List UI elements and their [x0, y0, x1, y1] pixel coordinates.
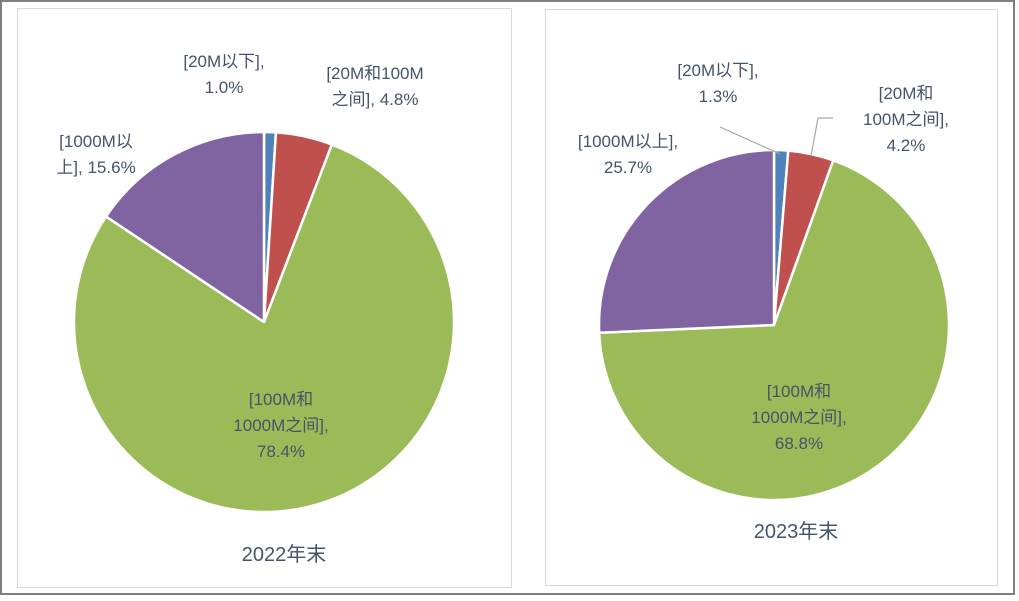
data-label-20m-to-100m: [20M和100M 之间], 4.8%: [326, 61, 423, 113]
data-label-under-20m: [20M以下], 1.3%: [677, 58, 758, 110]
chart-title-2023: 2023年末: [753, 521, 839, 543]
data-label-100m-to-1000m: [100M和 1000M之间], 68.8%: [751, 379, 846, 457]
pie-slice-100M和1000M之间: [72, 143, 456, 514]
chart-panel-2023: [20M以下], 1.3% [20M和 100M之间], 4.2% [1000M…: [545, 9, 998, 586]
label-line: [100M和: [248, 390, 314, 409]
label-line: 1000M之间],: [751, 408, 847, 427]
label-line: 68.8%: [774, 434, 824, 453]
label-leader-line: [719, 126, 781, 155]
label-line: 1000M之间],: [233, 416, 329, 435]
data-label-100m-to-1000m: [100M和 1000M之间], 78.4%: [233, 387, 328, 465]
pie-slice-1000M以上: [104, 130, 266, 324]
label-line: 上], 15.6%: [56, 158, 136, 177]
pie-slice-100M和1000M之间: [597, 159, 951, 502]
label-line: [20M以下],: [183, 52, 265, 71]
label-line: 4.2%: [886, 136, 926, 155]
label-line: 78.4%: [256, 442, 306, 461]
label-line: [1000M以上],: [577, 132, 679, 151]
chart-title-2022: 2022年末: [241, 544, 327, 566]
label-line: 100M之间],: [863, 110, 949, 129]
data-label-over-1000m: [1000M以上], 25.7%: [578, 129, 678, 181]
label-line: [20M和100M: [326, 64, 424, 83]
label-line: [20M以下],: [677, 61, 759, 80]
label-leader-line: [810, 117, 833, 157]
data-label-over-1000m: [1000M以 上], 15.6%: [56, 129, 135, 181]
label-line: 1.3%: [698, 87, 738, 106]
data-label-20m-to-100m: [20M和 100M之间], 4.2%: [863, 81, 949, 159]
pie-chart-2022: [72, 130, 456, 514]
label-line: [1000M以: [59, 132, 133, 151]
label-line: [100M和: [766, 382, 832, 401]
label-line: 25.7%: [603, 158, 653, 177]
label-line: 1.0%: [204, 78, 244, 97]
pie-chart-2023: [597, 117, 951, 502]
pie-slice-1000M以上: [597, 148, 776, 334]
data-label-under-20m: [20M以下], 1.0%: [183, 49, 264, 101]
chart-panel-2022: [20M以下], 1.0% [20M和100M 之间], 4.8% [1000M…: [17, 8, 512, 588]
label-line: [20M和: [878, 84, 934, 103]
label-line: 之间], 4.8%: [331, 90, 419, 109]
